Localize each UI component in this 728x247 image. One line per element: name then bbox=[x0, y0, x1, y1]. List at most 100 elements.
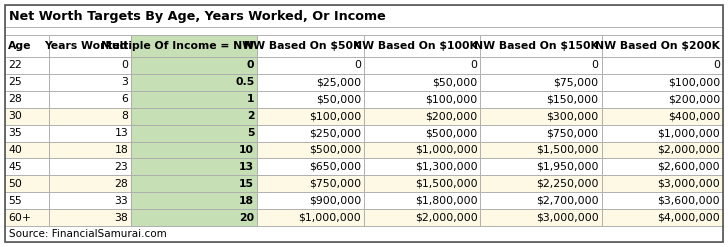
Text: $900,000: $900,000 bbox=[309, 196, 361, 206]
Bar bbox=[131, 175, 257, 192]
Text: 55: 55 bbox=[8, 196, 22, 206]
Text: Age: Age bbox=[8, 41, 31, 51]
Text: 18: 18 bbox=[114, 145, 128, 155]
Text: Source: FinancialSamurai.com: Source: FinancialSamurai.com bbox=[9, 229, 167, 239]
Text: $100,000: $100,000 bbox=[309, 111, 361, 121]
Text: $2,000,000: $2,000,000 bbox=[657, 145, 720, 155]
Bar bbox=[49, 192, 131, 209]
Bar bbox=[480, 209, 602, 226]
Bar bbox=[602, 35, 723, 57]
Text: 0: 0 bbox=[121, 61, 128, 70]
Bar bbox=[480, 124, 602, 142]
Bar bbox=[602, 91, 723, 108]
Bar bbox=[602, 158, 723, 175]
Bar bbox=[5, 209, 49, 226]
Bar bbox=[364, 192, 480, 209]
Bar bbox=[131, 158, 257, 175]
Bar bbox=[480, 91, 602, 108]
Bar bbox=[364, 158, 480, 175]
Text: Years Worked: Years Worked bbox=[44, 41, 128, 51]
Text: $1,500,000: $1,500,000 bbox=[415, 179, 478, 189]
Text: $200,000: $200,000 bbox=[425, 111, 478, 121]
Bar bbox=[5, 57, 49, 74]
Text: 0: 0 bbox=[247, 61, 254, 70]
Bar bbox=[257, 108, 364, 124]
Bar bbox=[5, 124, 49, 142]
Bar bbox=[364, 57, 480, 74]
Bar bbox=[364, 91, 480, 108]
Text: $1,000,000: $1,000,000 bbox=[415, 145, 478, 155]
Bar bbox=[49, 158, 131, 175]
Bar bbox=[49, 142, 131, 158]
Text: $250,000: $250,000 bbox=[309, 128, 361, 138]
Text: 3: 3 bbox=[122, 77, 128, 87]
Bar bbox=[49, 35, 131, 57]
Bar bbox=[49, 124, 131, 142]
Bar bbox=[480, 35, 602, 57]
Text: $1,300,000: $1,300,000 bbox=[415, 162, 478, 172]
Bar bbox=[131, 142, 257, 158]
Bar bbox=[5, 74, 49, 91]
Text: $150,000: $150,000 bbox=[547, 94, 598, 104]
Text: $750,000: $750,000 bbox=[309, 179, 361, 189]
Text: $3,000,000: $3,000,000 bbox=[657, 179, 720, 189]
Bar bbox=[49, 57, 131, 74]
Bar bbox=[480, 158, 602, 175]
Text: NW Based On $100K: NW Based On $100K bbox=[352, 41, 478, 51]
Text: 8: 8 bbox=[122, 111, 128, 121]
Text: $1,000,000: $1,000,000 bbox=[657, 128, 720, 138]
Text: 25: 25 bbox=[8, 77, 22, 87]
Bar bbox=[131, 108, 257, 124]
Text: 23: 23 bbox=[114, 162, 128, 172]
Bar bbox=[131, 74, 257, 91]
Text: 28: 28 bbox=[114, 179, 128, 189]
Text: 13: 13 bbox=[239, 162, 254, 172]
Text: 15: 15 bbox=[240, 179, 254, 189]
Text: $3,000,000: $3,000,000 bbox=[536, 213, 598, 223]
Text: 50: 50 bbox=[8, 179, 22, 189]
Bar bbox=[49, 175, 131, 192]
Text: 2: 2 bbox=[247, 111, 254, 121]
Text: $100,000: $100,000 bbox=[425, 94, 478, 104]
Bar bbox=[364, 142, 480, 158]
Bar bbox=[131, 57, 257, 74]
Bar bbox=[257, 35, 364, 57]
Text: Multiple Of Income = NW: Multiple Of Income = NW bbox=[101, 41, 254, 51]
Bar bbox=[49, 108, 131, 124]
Text: 5: 5 bbox=[247, 128, 254, 138]
Bar bbox=[5, 226, 723, 242]
Text: $650,000: $650,000 bbox=[309, 162, 361, 172]
Bar bbox=[480, 142, 602, 158]
Text: 33: 33 bbox=[114, 196, 128, 206]
Bar bbox=[5, 5, 723, 27]
Text: $200,000: $200,000 bbox=[668, 94, 720, 104]
Text: 30: 30 bbox=[8, 111, 22, 121]
Text: $50,000: $50,000 bbox=[432, 77, 478, 87]
Bar bbox=[5, 91, 49, 108]
Bar bbox=[480, 108, 602, 124]
Bar bbox=[257, 57, 364, 74]
Bar bbox=[49, 91, 131, 108]
Bar bbox=[602, 209, 723, 226]
Text: $50,000: $50,000 bbox=[316, 94, 361, 104]
Text: NW Based On $50K: NW Based On $50K bbox=[244, 41, 361, 51]
Bar bbox=[257, 74, 364, 91]
Text: Net Worth Targets By Age, Years Worked, Or Income: Net Worth Targets By Age, Years Worked, … bbox=[9, 9, 386, 22]
Bar bbox=[5, 142, 49, 158]
Bar bbox=[602, 108, 723, 124]
Text: $2,700,000: $2,700,000 bbox=[536, 196, 598, 206]
Bar bbox=[602, 57, 723, 74]
Bar bbox=[5, 108, 49, 124]
Bar bbox=[602, 142, 723, 158]
Bar bbox=[257, 192, 364, 209]
Bar bbox=[5, 192, 49, 209]
Text: 1: 1 bbox=[247, 94, 254, 104]
Text: 13: 13 bbox=[114, 128, 128, 138]
Bar bbox=[257, 209, 364, 226]
Bar bbox=[480, 74, 602, 91]
Bar bbox=[131, 209, 257, 226]
Text: 28: 28 bbox=[8, 94, 22, 104]
Bar bbox=[364, 35, 480, 57]
Bar bbox=[602, 175, 723, 192]
Bar bbox=[131, 91, 257, 108]
